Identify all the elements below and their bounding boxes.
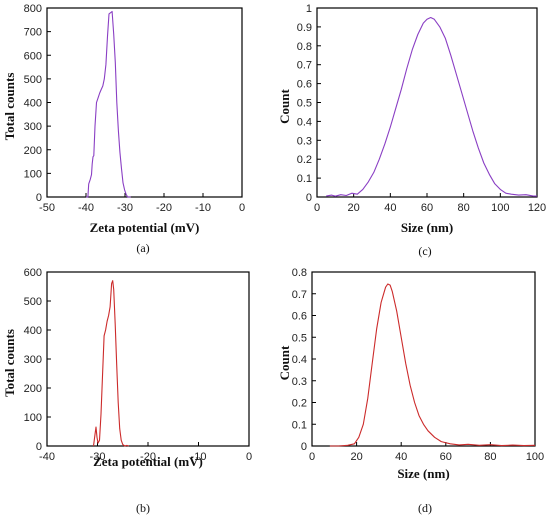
y-tick-label: 500 — [24, 296, 42, 308]
y-axis-label: Total counts — [2, 73, 17, 141]
y-tick-label: 400 — [24, 98, 42, 110]
y-tick-label: 800 — [24, 3, 42, 15]
y-tick-label: 0.9 — [297, 22, 312, 34]
x-axis-label: Zeta potential (mV) — [93, 454, 203, 469]
y-tick-label: 0.4 — [292, 354, 307, 366]
x-tick-label: 0 — [314, 202, 320, 214]
x-axis-label: Size (nm) — [401, 220, 453, 235]
y-tick-label: 0 — [301, 441, 307, 453]
y-tick-label: 0.3 — [297, 135, 312, 147]
y-tick-label: 0.8 — [297, 41, 312, 53]
x-tick-label: -20 — [156, 202, 172, 214]
x-tick-label: -40 — [78, 202, 94, 214]
y-tick-label: 0 — [306, 192, 312, 204]
x-tick-label: -40 — [39, 451, 55, 463]
x-tick-label: -30 — [117, 202, 133, 214]
y-tick-label: 0.6 — [297, 79, 312, 91]
y-axis-label: Count — [277, 88, 292, 123]
plot-frame — [311, 271, 536, 447]
x-tick-label: 80 — [458, 202, 470, 214]
plot-frame — [316, 7, 538, 198]
x-tick-label: 40 — [384, 202, 396, 214]
x-tick-label: 100 — [526, 451, 544, 463]
y-tick-label: 400 — [24, 325, 42, 337]
panel-caption: (c) — [418, 244, 431, 258]
y-tick-label: 0.7 — [292, 289, 307, 301]
y-tick-label: 0.2 — [292, 398, 307, 410]
y-axis-label: Count — [277, 345, 292, 380]
y-tick-label: 0.4 — [297, 116, 312, 128]
y-tick-label: 0 — [36, 441, 42, 453]
y-tick-label: 200 — [24, 145, 42, 157]
x-tick-label: 0 — [246, 451, 252, 463]
series-line — [329, 283, 536, 447]
x-tick-label: -50 — [39, 202, 55, 214]
chart-c: 0 20 40 60 80 100 120 0 0.1 0.2 0.3 0.4 0.5 0.6 0.7 0.8… — [277, 3, 546, 258]
x-axis-label: Zeta potential (mV) — [90, 220, 200, 235]
x-tick-label: 40 — [395, 451, 407, 463]
x-tick-label: -10 — [195, 202, 211, 214]
y-tick-label: 0.1 — [292, 419, 307, 431]
y-tick-label: 100 — [24, 168, 42, 180]
y-tick-label: 0.5 — [297, 98, 312, 110]
series-line — [86, 10, 131, 198]
x-tick-label: 0 — [309, 451, 315, 463]
panel-caption: (d) — [418, 501, 432, 515]
panel-caption: (a) — [136, 241, 149, 255]
x-tick-label: 120 — [528, 202, 546, 214]
x-tick-label: 80 — [484, 451, 496, 463]
x-tick-label: -20 — [140, 451, 156, 463]
y-tick-label: 0.6 — [292, 311, 307, 323]
chart-a: -50 -40 -30 -20 -10 0 0 100 200 300 400 500 600 700 80… — [2, 3, 245, 255]
x-tick-label: -10 — [191, 451, 207, 463]
x-tick-label: 100 — [491, 202, 509, 214]
x-tick-label: 0 — [239, 202, 245, 214]
y-tick-label: 0.1 — [297, 173, 312, 185]
x-axis-label: Size (nm) — [397, 466, 449, 481]
y-tick-label: 600 — [24, 50, 42, 62]
y-tick-label: 0.3 — [292, 376, 307, 388]
chart-d: 0 20 40 60 80 100 0 0.1 0.2 0.3 0.4 0.5 0.6 0.7 0.8 Siz… — [277, 267, 544, 515]
y-tick-label: 0 — [36, 192, 42, 204]
y-tick-label: 500 — [24, 74, 42, 86]
y-tick-label: 0.8 — [292, 267, 307, 279]
plot-frame — [46, 7, 243, 198]
x-tick-label: 60 — [440, 451, 452, 463]
series-line — [92, 280, 129, 447]
y-axis-label: Total counts — [2, 329, 17, 397]
y-tick-label: 100 — [24, 412, 42, 424]
y-tick-label: 300 — [24, 121, 42, 133]
y-tick-label: 1 — [306, 3, 312, 15]
y-tick-label: 0.7 — [297, 60, 312, 72]
x-tick-label: -30 — [90, 451, 106, 463]
y-tick-label: 300 — [24, 354, 42, 366]
y-tick-label: 200 — [24, 383, 42, 395]
y-tick-label: 0.2 — [297, 154, 312, 166]
plot-frame — [46, 271, 250, 447]
series-line — [326, 16, 537, 197]
y-tick-label: 700 — [24, 27, 42, 39]
x-tick-label: 60 — [421, 202, 433, 214]
x-tick-label: 20 — [350, 451, 362, 463]
panel-caption: (b) — [136, 501, 150, 515]
y-tick-label: 0.5 — [292, 332, 307, 344]
x-tick-label: 20 — [348, 202, 360, 214]
y-tick-label: 600 — [24, 267, 42, 279]
chart-b: -40 -30 -20 -10 0 0 100 200 300 400 500 600 Zeta pot… — [2, 267, 252, 515]
